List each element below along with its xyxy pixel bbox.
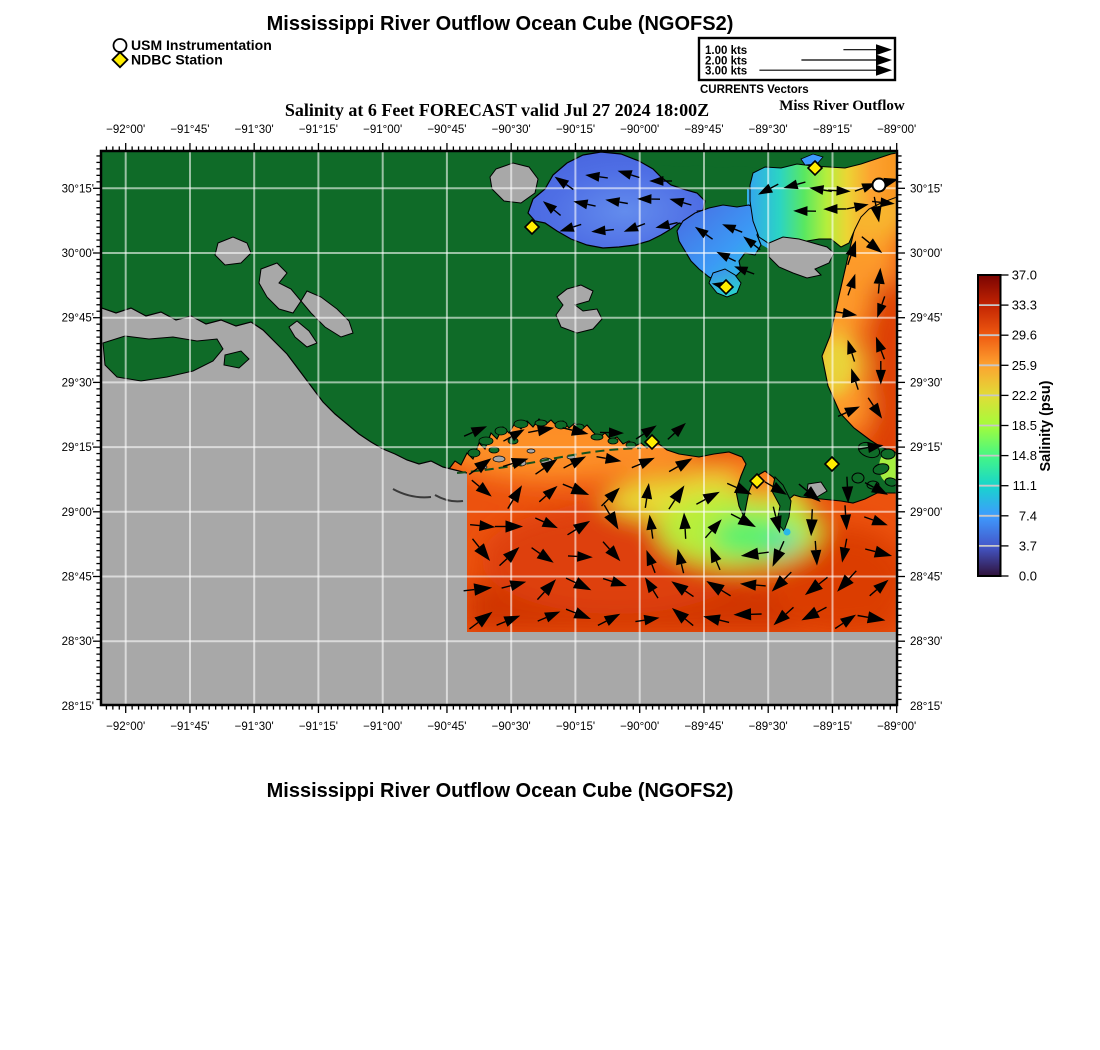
svg-text:USM Instrumentation: USM Instrumentation	[131, 37, 272, 53]
svg-text:1.00 kts: 1.00 kts	[705, 45, 747, 57]
svg-text:−90°00': −90°00'	[620, 721, 659, 733]
svg-text:11.1: 11.1	[1013, 478, 1037, 493]
svg-text:2.00 kts: 2.00 kts	[705, 55, 747, 67]
svg-text:−89°45': −89°45'	[684, 124, 723, 136]
svg-text:−90°15': −90°15'	[556, 721, 595, 733]
svg-text:CURRENTS Vectors: CURRENTS Vectors	[700, 84, 809, 96]
svg-text:0.0: 0.0	[1019, 569, 1037, 584]
svg-text:−91°00': −91°00'	[363, 721, 402, 733]
svg-text:28°15': 28°15'	[910, 701, 942, 713]
svg-text:29°30': 29°30'	[910, 377, 942, 389]
svg-text:29°00': 29°00'	[910, 507, 942, 519]
svg-text:Miss River Outflow: Miss River Outflow	[779, 98, 905, 114]
svg-text:Mississippi River Outflow Ocea: Mississippi River Outflow Ocean Cube (NG…	[267, 780, 734, 802]
svg-text:25.9: 25.9	[1012, 358, 1037, 373]
svg-text:−89°00': −89°00'	[877, 721, 916, 733]
svg-text:28°45': 28°45'	[910, 572, 942, 584]
svg-text:−89°00': −89°00'	[877, 124, 916, 136]
svg-text:−91°15': −91°15'	[299, 721, 338, 733]
svg-text:29.6: 29.6	[1012, 328, 1037, 343]
svg-text:28°30': 28°30'	[910, 636, 942, 648]
svg-text:22.2: 22.2	[1012, 388, 1037, 403]
svg-text:18.5: 18.5	[1012, 418, 1037, 433]
svg-text:−91°00': −91°00'	[363, 124, 402, 136]
svg-text:3.7: 3.7	[1019, 538, 1037, 553]
svg-text:−89°45': −89°45'	[684, 721, 723, 733]
svg-text:−91°30': −91°30'	[235, 721, 274, 733]
svg-text:−89°15': −89°15'	[813, 124, 852, 136]
svg-text:−90°30': −90°30'	[492, 124, 531, 136]
svg-text:−91°45': −91°45'	[170, 124, 209, 136]
svg-text:29°45': 29°45'	[910, 313, 942, 325]
svg-text:−90°45': −90°45'	[427, 124, 466, 136]
svg-text:33.3: 33.3	[1012, 298, 1037, 313]
svg-text:29°45': 29°45'	[62, 313, 94, 325]
svg-text:−90°00': −90°00'	[620, 124, 659, 136]
svg-text:28°15': 28°15'	[62, 701, 94, 713]
svg-text:−89°30': −89°30'	[749, 124, 788, 136]
svg-text:−89°15': −89°15'	[813, 721, 852, 733]
svg-text:−91°45': −91°45'	[170, 721, 209, 733]
svg-text:30°15': 30°15'	[910, 183, 942, 195]
svg-text:29°00': 29°00'	[62, 507, 94, 519]
svg-text:−91°15': −91°15'	[299, 124, 338, 136]
svg-text:30°00': 30°00'	[910, 248, 942, 260]
svg-text:−91°30': −91°30'	[235, 124, 274, 136]
svg-text:−89°30': −89°30'	[749, 721, 788, 733]
svg-text:3.00 kts: 3.00 kts	[705, 66, 747, 78]
svg-text:29°30': 29°30'	[62, 377, 94, 389]
svg-text:−90°45': −90°45'	[427, 721, 466, 733]
svg-text:30°15': 30°15'	[62, 183, 94, 195]
svg-text:28°45': 28°45'	[62, 572, 94, 584]
svg-text:Mississippi River Outflow Ocea: Mississippi River Outflow Ocean Cube (NG…	[267, 13, 734, 35]
svg-text:−90°15': −90°15'	[556, 124, 595, 136]
svg-text:−92°00': −92°00'	[106, 721, 145, 733]
svg-text:Salinity at 6 Feet FORECAST va: Salinity at 6 Feet FORECAST valid Jul 27…	[285, 100, 709, 120]
svg-text:Salinity (psu): Salinity (psu)	[1038, 380, 1054, 471]
svg-text:30°00': 30°00'	[62, 248, 94, 260]
svg-text:37.0: 37.0	[1012, 268, 1037, 283]
svg-text:29°15': 29°15'	[910, 442, 942, 454]
svg-text:−90°30': −90°30'	[492, 721, 531, 733]
svg-text:7.4: 7.4	[1019, 508, 1037, 523]
svg-text:14.8: 14.8	[1012, 448, 1037, 463]
svg-text:29°15': 29°15'	[62, 442, 94, 454]
svg-text:−92°00': −92°00'	[106, 124, 145, 136]
svg-text:NDBC Station: NDBC Station	[131, 52, 223, 68]
svg-text:28°30': 28°30'	[62, 636, 94, 648]
